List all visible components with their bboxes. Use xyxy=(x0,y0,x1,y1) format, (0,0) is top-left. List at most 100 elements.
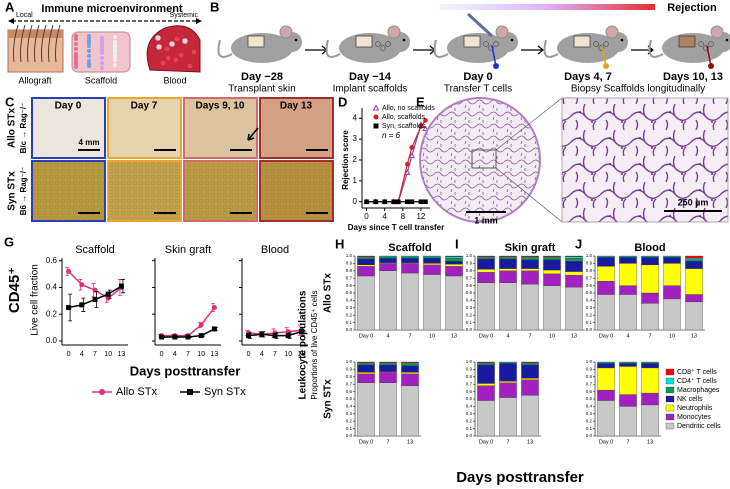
legend-swatch xyxy=(665,422,675,430)
data-point xyxy=(92,296,98,302)
bar-segment xyxy=(477,257,495,260)
bar-segment xyxy=(543,259,561,271)
y-tick-label: 0.8 xyxy=(586,374,593,379)
data-point xyxy=(418,124,424,129)
blood-cell xyxy=(168,40,176,48)
photo-day: Day 0 xyxy=(55,101,82,112)
scaffold xyxy=(708,41,714,47)
data-point xyxy=(409,145,415,150)
y-tick-label: 0.5 xyxy=(346,290,353,295)
bar-segment xyxy=(521,257,539,260)
x-tick-label: 10 xyxy=(104,351,112,358)
y-tick-label: 0.0 xyxy=(46,336,58,345)
bar-segment xyxy=(423,258,441,264)
y-tick-label: 0.8 xyxy=(466,374,473,379)
blood-cell xyxy=(190,48,198,56)
bar-segment xyxy=(597,367,615,391)
bar-segment xyxy=(499,363,517,382)
biopsy-line xyxy=(706,45,712,67)
bar-segment xyxy=(543,273,561,286)
timeline-day: Day −14 xyxy=(349,71,392,83)
x-tick-label: 7 xyxy=(386,439,389,445)
scaffold-cell xyxy=(87,49,91,53)
y-tick-label: 0.2 xyxy=(46,309,58,318)
mouse-body xyxy=(231,33,293,63)
y-tick-label: 0.6 xyxy=(586,283,593,288)
bar-segment xyxy=(401,258,419,263)
timeline-action: Biopsy Scaffolds longitudinally xyxy=(571,84,705,95)
y-tick-label: 0.3 xyxy=(346,411,353,416)
bar-segment xyxy=(445,255,463,257)
bar-segment xyxy=(597,281,615,295)
bar-segment xyxy=(641,257,659,266)
bar-segment xyxy=(641,292,659,304)
row-model: B/c → Rag⁻/⁻ xyxy=(19,103,28,154)
mouse-eye xyxy=(402,38,406,42)
data-point xyxy=(259,331,265,337)
y-tick-label: 0.3 xyxy=(586,305,593,310)
bar-segment xyxy=(357,258,375,266)
legend-label: Monocytes xyxy=(677,414,711,421)
bar-segment xyxy=(357,373,375,383)
scaffold-cell xyxy=(87,39,91,43)
row-label: Syn STx xyxy=(7,171,18,211)
biopsy-line xyxy=(601,45,607,67)
y-tick-label: 0.0 xyxy=(586,433,593,438)
blood-cell xyxy=(159,59,167,67)
bar-segment xyxy=(597,257,615,267)
y-tick-label: 0.0 xyxy=(346,327,353,332)
x-tick-label: Day 0 xyxy=(479,333,493,339)
step-arrow xyxy=(305,45,328,55)
legend-label: Syn, scaffolds xyxy=(382,123,426,130)
y-tick-label: 0.7 xyxy=(586,381,593,386)
y-tick-label: 0.4 xyxy=(466,298,473,303)
y-tick-label: 1.0 xyxy=(346,359,353,364)
bar-segment xyxy=(379,270,397,331)
panel-letter: D xyxy=(338,94,347,109)
y-tick-label: 0.8 xyxy=(346,268,353,273)
bar-segment xyxy=(401,255,419,257)
y-tick-label: 0.1 xyxy=(346,426,353,431)
bar-segment xyxy=(423,256,441,259)
bar-segment xyxy=(379,364,397,372)
data-point xyxy=(285,333,291,339)
bar-segment xyxy=(477,364,495,384)
bar-segment xyxy=(597,389,615,401)
y-tick-label: 0.2 xyxy=(466,418,473,423)
legend-swatch xyxy=(665,404,675,412)
timeline-day: Days 4, 7 xyxy=(564,71,612,83)
mouse-eye xyxy=(294,38,298,42)
bar-segment xyxy=(477,269,495,273)
panel-letter: G xyxy=(4,234,14,249)
scaffold-cell xyxy=(100,61,104,65)
bar-segment xyxy=(445,256,463,259)
legend-label: NK cells xyxy=(677,396,703,403)
x-tick-label: 4 xyxy=(173,351,177,358)
legend-marker xyxy=(373,123,379,129)
bar-segment xyxy=(357,364,375,373)
y-tick-label: 1 xyxy=(353,176,358,185)
rejection-gradient xyxy=(440,4,655,10)
x-axis-label: Days posttransfer xyxy=(130,363,241,378)
bar-segment xyxy=(597,400,615,437)
bar-segment xyxy=(543,285,561,331)
data-point xyxy=(198,333,204,339)
bar-segment xyxy=(423,255,441,257)
y-tick-label: 0.6 xyxy=(346,283,353,288)
bar-segment xyxy=(521,361,539,363)
blood-cell xyxy=(163,45,171,53)
biopsy-dot xyxy=(708,63,714,69)
y-tick-label: 0.4 xyxy=(466,404,473,409)
scale-label: 1 mm xyxy=(474,215,498,225)
subplot-title: Skin graft xyxy=(505,242,556,254)
x-tick-label: 10 xyxy=(197,351,205,358)
legend-swatch xyxy=(665,377,675,385)
bar-segment xyxy=(641,392,659,406)
bar-segment xyxy=(401,363,419,366)
scaffold-cell xyxy=(100,51,104,55)
y-tick-label: 2 xyxy=(353,155,358,164)
bar-segment xyxy=(379,372,397,383)
data-point xyxy=(79,302,85,308)
mouse-tail xyxy=(217,39,233,58)
